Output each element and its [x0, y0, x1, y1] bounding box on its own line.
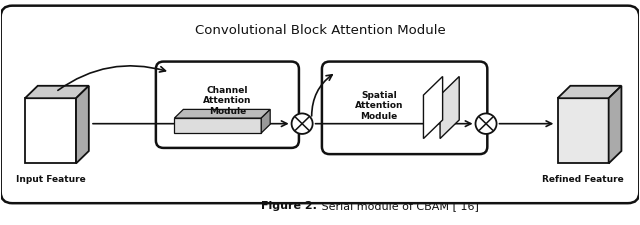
Text: Serial module of CBAM [ 16]: Serial module of CBAM [ 16] [318, 201, 479, 211]
Text: Figure 2.: Figure 2. [261, 201, 317, 211]
Text: Convolutional Block Attention Module: Convolutional Block Attention Module [195, 24, 445, 37]
FancyBboxPatch shape [1, 6, 639, 203]
Polygon shape [424, 76, 443, 139]
Text: Input Feature: Input Feature [15, 175, 85, 184]
Polygon shape [557, 98, 609, 163]
Polygon shape [174, 118, 261, 133]
FancyBboxPatch shape [156, 62, 299, 148]
Polygon shape [261, 109, 270, 133]
Polygon shape [557, 86, 621, 98]
Circle shape [476, 113, 497, 134]
Polygon shape [76, 86, 89, 163]
Polygon shape [440, 76, 460, 139]
Text: Refined Feature: Refined Feature [542, 175, 624, 184]
FancyBboxPatch shape [322, 62, 487, 154]
Polygon shape [25, 86, 89, 98]
Text: Channel
Attention
Module: Channel Attention Module [203, 86, 252, 116]
Circle shape [292, 113, 313, 134]
Text: Spatial
Attention
Module: Spatial Attention Module [355, 91, 403, 121]
Polygon shape [609, 86, 621, 163]
Polygon shape [25, 98, 76, 163]
Polygon shape [174, 109, 270, 118]
